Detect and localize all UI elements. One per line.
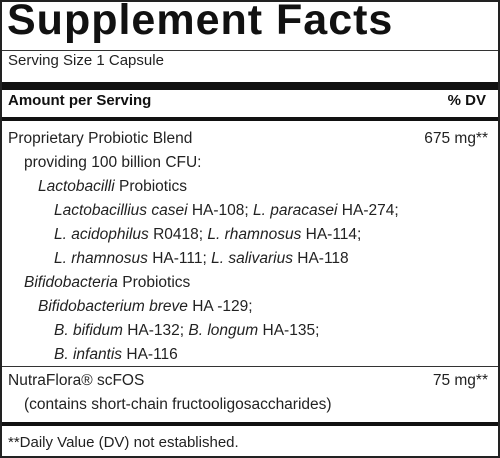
strain-code: HA-135; (258, 322, 320, 339)
lacto-strains-line-2: L. acidophilus R0418; L. rhamnosus HA-11… (54, 226, 361, 244)
strain-code: HA-108; (187, 202, 254, 219)
divider-medium (2, 117, 498, 121)
probiotics-word: Probiotics (117, 274, 191, 291)
lactobacilli-heading: Lactobacilli Probiotics (38, 178, 187, 196)
strain-species: L. acidophilus (54, 226, 149, 243)
blend-amount: 675 mg** (424, 130, 488, 147)
strain-code: HA-118 (292, 250, 349, 267)
daily-value-header: % DV (447, 92, 486, 109)
strain-code: R0418; (148, 226, 208, 243)
strain-code: HA-114; (301, 226, 362, 243)
strain-species: L. rhamnosus (207, 226, 302, 243)
lacto-strains-line-3: L. rhamnosus HA-111; L. salivarius HA-11… (54, 250, 349, 268)
probiotics-word: Probiotics (114, 178, 188, 195)
nutraflora-name: NutraFlora® scFOS (8, 372, 145, 389)
panel-title: Supplement Facts (7, 0, 394, 44)
genus-name: Lactobacilli (38, 178, 115, 195)
divider-thin-top (2, 50, 498, 51)
strain-species: L. salivarius (211, 250, 293, 267)
strain-code: HA-116 (122, 346, 178, 363)
nutraflora-note: (contains short-chain fructooligosacchar… (24, 396, 332, 413)
strain-code: HA-132; (122, 322, 189, 339)
strain-species: L. paracasei (253, 202, 338, 219)
amount-per-serving-header: Amount per Serving (8, 92, 152, 109)
serving-size: Serving Size 1 Capsule (8, 52, 164, 69)
divider-blend (2, 366, 498, 367)
strain-code: HA-274; (337, 202, 399, 219)
blend-cfu: providing 100 billion CFU: (24, 154, 202, 171)
bifido-strains-line-2: B. bifidum HA-132; B. longum HA-135; (54, 322, 319, 340)
blend-name: Proprietary Probiotic Blend (8, 130, 193, 147)
strain-species: L. rhamnosus (54, 250, 148, 267)
daily-value-footnote: **Daily Value (DV) not established. (8, 434, 239, 451)
nutraflora-amount: 75 mg** (432, 372, 488, 389)
strain-species: Bifidobacterium breve (38, 298, 188, 315)
strain-species: B. infantis (54, 346, 123, 363)
strain-species: Lactobacillius casei (54, 202, 188, 219)
lacto-strains-line-1: Lactobacillius casei HA-108; L. paracase… (54, 202, 399, 220)
divider-thick (2, 82, 498, 90)
genus-name: Bifidobacteria (24, 274, 118, 291)
bifidobacteria-heading: Bifidobacteria Probiotics (24, 274, 190, 292)
bifido-strains-line-1: Bifidobacterium breve HA -129; (38, 298, 253, 316)
strain-species: B. longum (188, 322, 259, 339)
strain-code: HA -129; (187, 298, 253, 315)
strain-species: B. bifidum (54, 322, 123, 339)
bifido-strains-line-3: B. infantis HA-116 (54, 346, 178, 364)
strain-code: HA-111; (147, 250, 212, 267)
divider-bottom (2, 422, 498, 426)
